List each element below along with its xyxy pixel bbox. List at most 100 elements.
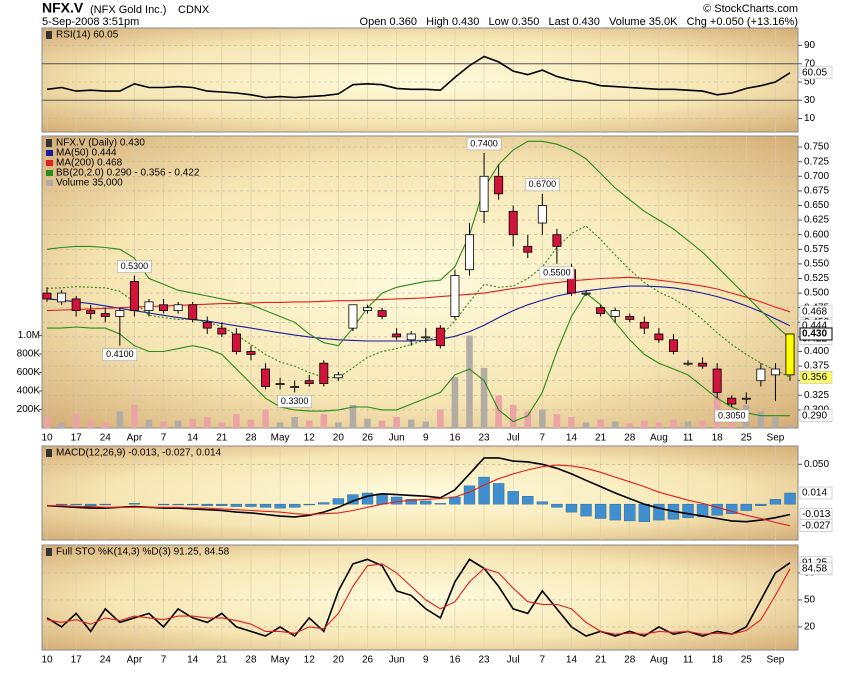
candle-body — [363, 307, 372, 312]
volume-bar — [524, 411, 532, 428]
candle-body — [625, 316, 635, 320]
candle-body — [57, 292, 67, 303]
legend-swatch — [46, 170, 53, 176]
end-label-box — [799, 370, 833, 384]
histogram-bar — [594, 503, 607, 519]
candle-body — [261, 368, 271, 387]
histogram-bar — [303, 503, 315, 506]
volume-bar — [43, 416, 51, 428]
y2-tick-label: 600K — [17, 367, 41, 378]
volume-bar — [422, 421, 430, 428]
histogram-bar — [405, 499, 417, 505]
y-tick-label: 50 — [804, 77, 816, 88]
candle-body — [523, 245, 533, 253]
x-tick-label: 14 — [187, 433, 199, 444]
volume-bar — [553, 414, 561, 428]
histogram-bar — [565, 503, 578, 513]
date: 5-Sep-2008 3:51pm — [42, 16, 139, 28]
x-tick-label: 20 — [333, 433, 345, 444]
end-label-box — [799, 562, 833, 576]
histogram-bar — [99, 503, 111, 506]
y-tick-label: 30 — [804, 95, 816, 106]
quote: Open 0.360 High 0.430 Low 0.350 Last 0.4… — [360, 16, 798, 28]
histogram-bar — [449, 496, 461, 505]
panel — [41, 445, 799, 541]
histogram-bar — [187, 503, 199, 506]
series-line — [47, 464, 791, 527]
x-tick-label: 11 — [683, 655, 694, 666]
legend-title: RSI(14) 60.05 — [56, 30, 119, 41]
legend-title: MACD(12,26,9) -0.013, -0.027, 0.014 — [56, 448, 222, 459]
panel — [41, 27, 799, 133]
legend-entry: MA(200) 0.468 — [56, 158, 123, 169]
x-tick-label: Jun — [389, 655, 405, 666]
volume-bar — [582, 422, 590, 428]
histogram-bar — [376, 493, 388, 505]
x-tick-label: Jun — [389, 433, 405, 444]
symbol: NFX.V — [42, 0, 84, 16]
volume-bar — [713, 391, 721, 428]
volume-bar — [670, 419, 677, 428]
volume-bar — [72, 414, 80, 428]
y-tick-label: 0.750 — [804, 142, 829, 153]
volume-bar — [509, 404, 517, 428]
histogram-bar — [70, 503, 82, 506]
x-tick-label: 26 — [362, 433, 374, 444]
series-line — [46, 563, 791, 635]
histogram-bar — [580, 503, 592, 517]
legend-icon — [46, 139, 52, 147]
candle-body — [698, 362, 708, 367]
candle-body — [173, 304, 183, 312]
volume-bar — [101, 422, 109, 428]
end-label: 0.014 — [802, 488, 827, 499]
y-tick-label: 0.550 — [804, 259, 829, 270]
histogram-bar — [434, 503, 447, 505]
y-tick-label: 0.625 — [804, 215, 829, 226]
volume-bar — [247, 419, 255, 428]
annotation-box — [277, 395, 312, 408]
histogram-bar — [85, 503, 97, 506]
histogram-bar — [638, 503, 650, 522]
candle-body — [552, 234, 562, 247]
histogram-bar — [609, 503, 621, 521]
x-tick-label: 18 — [712, 433, 724, 444]
legend-icon — [46, 31, 52, 39]
end-label: -0.027 — [802, 520, 831, 531]
y-tick-label: 0.500 — [804, 288, 829, 299]
candle-body — [610, 310, 620, 317]
volume-bar — [626, 423, 634, 428]
candle-body — [479, 175, 489, 212]
end-label: 0.356 — [802, 372, 827, 383]
end-label: 84.58 — [802, 563, 827, 574]
x-tick-label: 17 — [71, 433, 83, 444]
candle-body — [639, 321, 649, 329]
candle-body — [421, 336, 431, 339]
volume-bar — [276, 422, 284, 428]
histogram-bar — [245, 503, 257, 507]
histogram-bar — [274, 503, 286, 509]
histogram-bar — [157, 503, 170, 506]
histogram-bar — [216, 503, 228, 506]
candle-body — [42, 292, 52, 300]
volume-bar — [174, 420, 182, 428]
volume-bar — [655, 422, 663, 428]
histogram-bar — [259, 503, 272, 508]
candle-body — [741, 397, 751, 400]
volume-bar — [699, 420, 706, 428]
volume-bar — [495, 395, 502, 428]
volume-bar — [116, 411, 124, 428]
volume-bar — [364, 418, 371, 428]
y-tick-label: 0.650 — [804, 200, 829, 211]
candle-body — [435, 327, 445, 347]
candle-body — [683, 362, 693, 365]
series-line — [46, 457, 791, 523]
end-label-box — [799, 327, 833, 341]
x-tick-label: 23 — [478, 655, 490, 666]
legend-entry: MA(50) 0.444 — [56, 148, 117, 159]
candle-body — [246, 351, 256, 355]
x-tick-label: 9 — [423, 433, 429, 444]
y-tick-label: 10 — [804, 113, 816, 124]
annotation-box — [102, 348, 138, 361]
